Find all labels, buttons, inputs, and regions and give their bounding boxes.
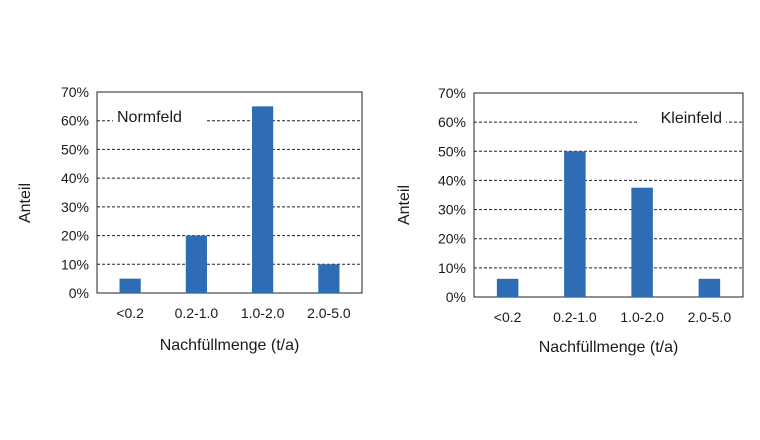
bar [185, 235, 207, 293]
bar [698, 278, 721, 297]
y-tick-label: 30% [61, 199, 89, 215]
x-tick-label: 2.0-5.0 [688, 309, 732, 325]
y-tick-label: 0% [446, 289, 466, 305]
x-tick-label: 2.0-5.0 [307, 305, 351, 321]
title-background [113, 106, 207, 128]
y-tick-label: 40% [61, 170, 89, 186]
bar [119, 278, 141, 293]
y-axis-title: Anteil [396, 185, 413, 225]
chart-kleinfeld: <0.2 0.2-1.0 1.0-2.0 2.0-5.0 0% 10% 20% 30% 40% 5… [396, 85, 744, 356]
bar [496, 278, 519, 297]
y-tick-label: 30% [438, 202, 466, 218]
x-tick-label: 1.0-2.0 [241, 305, 285, 321]
y-tick-label: 40% [438, 172, 466, 188]
y-axis-title: Anteil [17, 183, 34, 223]
title-background [638, 107, 726, 129]
chart-title: Normfeld [117, 109, 182, 126]
x-tick-label: 0.2-1.0 [175, 305, 219, 321]
y-tick-label: 60% [438, 114, 466, 130]
y-tick-label: 0% [69, 285, 89, 301]
x-tick-label: 1.0-2.0 [620, 309, 664, 325]
y-tick-label: 70% [438, 85, 466, 101]
plot-frame [473, 92, 744, 298]
y-tick-label: 20% [61, 228, 89, 244]
y-tick-label: 20% [438, 231, 466, 247]
x-axis-title: Nachfüllmenge (t/a) [160, 337, 300, 354]
plot-frame [96, 91, 363, 294]
x-tick-label: <0.2 [116, 305, 144, 321]
x-tick-label: <0.2 [494, 309, 522, 325]
y-tick-label: 50% [61, 141, 89, 157]
x-axis-title: Nachfüllmenge (t/a) [539, 339, 679, 356]
y-tick-label: 70% [61, 84, 89, 100]
bar [631, 187, 653, 297]
y-tick-label: 60% [61, 113, 89, 129]
bar [564, 151, 586, 297]
chart-normfeld: <0.2 0.2-1.0 1.0-2.0 2.0-5.0 0% 10% 20% 30% 40% 5… [17, 84, 363, 354]
x-tick-label: 0.2-1.0 [553, 309, 597, 325]
y-tick-label: 50% [438, 143, 466, 159]
bar [252, 106, 274, 293]
y-tick-label: 10% [61, 256, 89, 272]
chart-title: Kleinfeld [661, 110, 722, 127]
y-tick-label: 10% [438, 260, 466, 276]
bar [318, 264, 340, 293]
